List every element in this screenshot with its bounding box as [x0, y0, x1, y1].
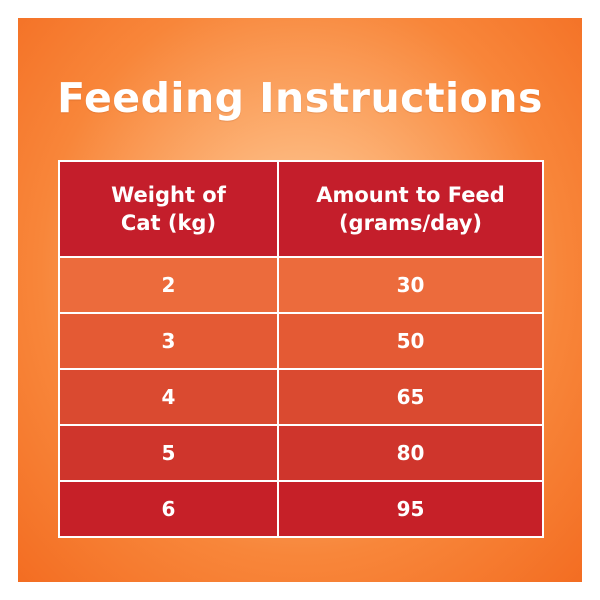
header-weight-line2: Cat (kg) [120, 211, 217, 235]
table-row: 5 80 [60, 424, 542, 480]
weight-cell: 3 [60, 314, 279, 368]
feeding-panel: Feeding Instructions Weight of Cat (kg) … [18, 18, 582, 582]
amount-cell: 30 [279, 258, 542, 312]
weight-cell: 4 [60, 370, 279, 424]
table-row: 4 65 [60, 368, 542, 424]
weight-cell: 6 [60, 482, 279, 536]
header-amount: Amount to Feed (grams/day) [279, 162, 542, 256]
page-title: Feeding Instructions [57, 74, 543, 122]
weight-cell: 2 [60, 258, 279, 312]
amount-cell: 50 [279, 314, 542, 368]
header-weight-line1: Weight of [111, 183, 226, 207]
amount-cell: 80 [279, 426, 542, 480]
header-amount-line1: Amount to Feed [316, 183, 505, 207]
table-row: 3 50 [60, 312, 542, 368]
header-amount-line2: (grams/day) [338, 211, 483, 235]
table-row: 2 30 [60, 256, 542, 312]
weight-cell: 5 [60, 426, 279, 480]
table-row: 6 95 [60, 480, 542, 536]
feeding-table: Weight of Cat (kg) Amount to Feed (grams… [58, 160, 544, 538]
amount-cell: 95 [279, 482, 542, 536]
amount-cell: 65 [279, 370, 542, 424]
table-header-row: Weight of Cat (kg) Amount to Feed (grams… [60, 162, 542, 256]
header-weight: Weight of Cat (kg) [60, 162, 279, 256]
